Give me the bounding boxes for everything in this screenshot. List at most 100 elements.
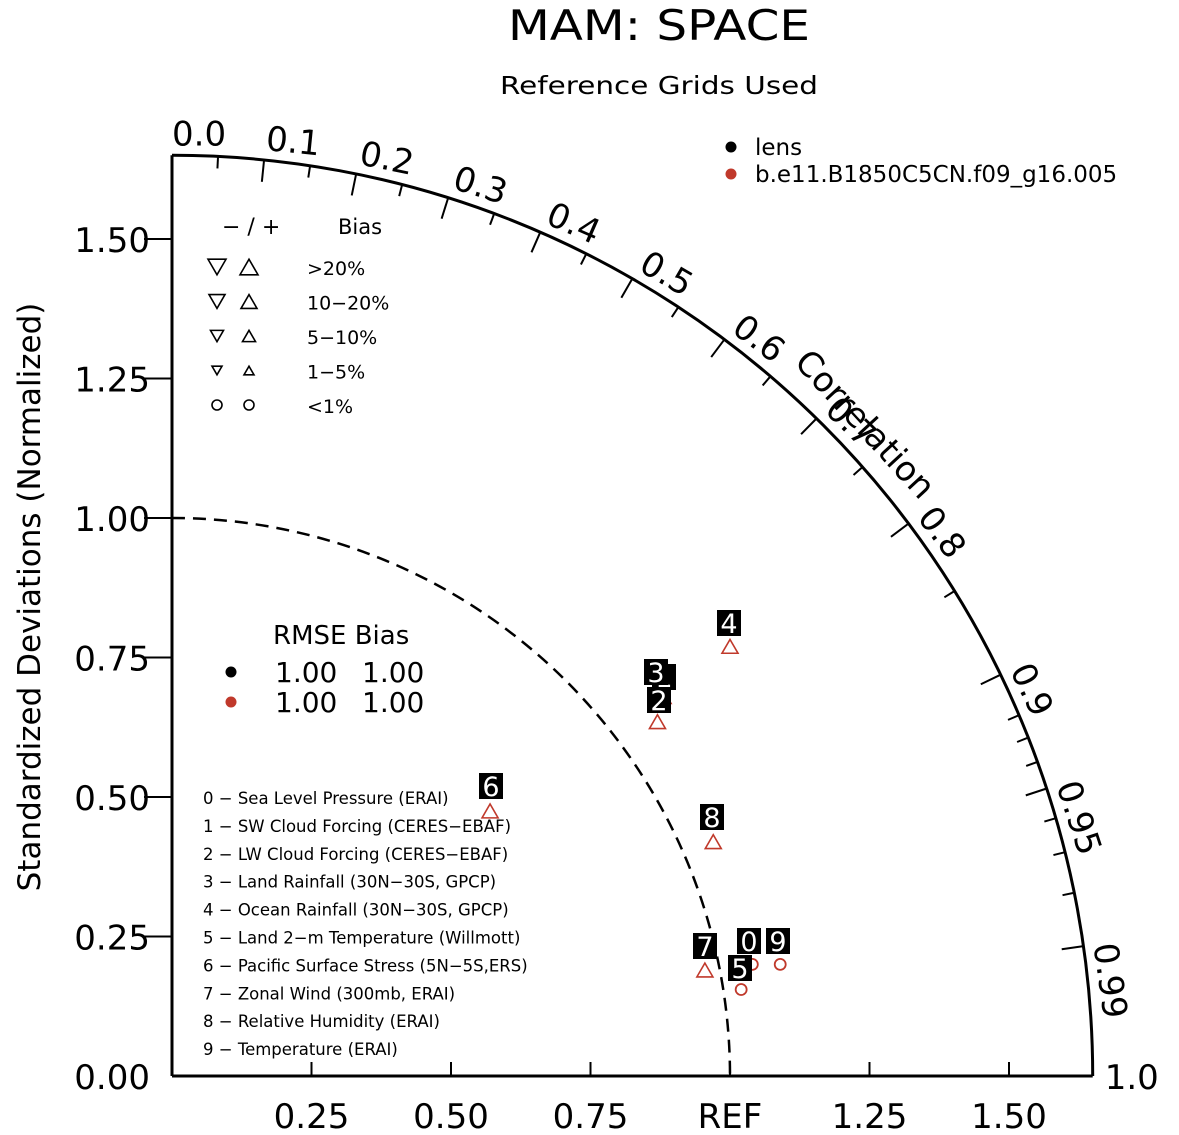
- data-point-label: 8: [703, 803, 720, 834]
- correlation-minor-tick: [1016, 736, 1029, 743]
- correlation-minor-tick: [1025, 760, 1038, 767]
- correlation-minor-tick: [1053, 851, 1066, 857]
- correlation-major-tick: [980, 673, 1002, 686]
- variable-legend-item: 2 − LW Cloud Forcing (CERES−EBAF): [203, 845, 508, 864]
- data-point-label: 4: [720, 609, 737, 640]
- correlation-tick-label: 0.6: [725, 307, 792, 371]
- data-point-label-box: [644, 659, 668, 685]
- variable-legend-item: 7 − Zonal Wind (300mb, ERAI): [203, 984, 455, 1003]
- data-point-label-box: [766, 928, 790, 954]
- data-point-marker: [734, 983, 748, 996]
- correlation-tick-label: 0.9: [1002, 657, 1062, 723]
- x-tick-label: 1.25: [832, 1097, 908, 1135]
- y-tick-label: 1.00: [74, 500, 150, 540]
- y-tick-label: 0.75: [74, 640, 150, 680]
- data-point-label-box: [647, 687, 671, 713]
- correlation-minor-tick: [580, 253, 588, 265]
- x-tick-label: 0.25: [274, 1097, 350, 1135]
- correlation-tick-label: 0.99: [1084, 940, 1134, 1021]
- data-point-label: 6: [482, 772, 499, 803]
- bias-legend-pos-marker: [243, 399, 255, 411]
- bias-legend-label: 1−5%: [307, 362, 365, 384]
- rmse-bias-marker: [225, 696, 237, 708]
- correlation-major-tick: [890, 522, 910, 538]
- data-point-label-box: [693, 933, 717, 959]
- chart-title: MAM: SPACE: [508, 1, 810, 50]
- rmse-bias-marker: [225, 666, 237, 678]
- bias-legend-header: Bias: [338, 215, 382, 239]
- bias-legend-label: <1%: [307, 396, 353, 418]
- bias-legend-label: 5−10%: [307, 327, 377, 349]
- case-legend-marker: [725, 141, 737, 153]
- bias-legend-neg-marker: [206, 258, 228, 277]
- y-tick-label: 0.50: [74, 779, 150, 819]
- plot-area: 0.000.250.500.751.001.251.500.25 0.50 0.75…: [74, 114, 1158, 1135]
- y-tick-label: 0.00: [74, 1058, 150, 1098]
- data-point-marker: [703, 833, 723, 850]
- correlation-minor-tick: [670, 306, 680, 318]
- x-tick-label: 1.50: [971, 1097, 1047, 1135]
- correlation-minor-tick: [398, 184, 404, 197]
- variable-legend-item: 4 − Ocean Rainfall (30N−30S, GPCP): [203, 901, 509, 920]
- correlation-minor-tick: [307, 165, 312, 178]
- bias-legend-pos-marker: [241, 328, 257, 343]
- correlation-major-tick: [1061, 945, 1084, 951]
- correlation-major-tick: [1025, 787, 1047, 797]
- data-point-marker: [720, 637, 740, 655]
- bias-legend-neg-marker: [211, 399, 223, 411]
- variable-legend-item: 8 − Relative Humidity (ERAI): [203, 1012, 440, 1031]
- variable-legend-item: 5 − Land 2−m Temperature (Willmott): [203, 929, 520, 948]
- variable-legend-item: 6 − Pacific Surface Stress (5N−5S,ERS): [203, 956, 528, 975]
- correlation-tick-label: 0.4: [541, 195, 607, 253]
- bias-legend-pos-marker: [239, 292, 259, 310]
- data-point-label: 9: [769, 927, 786, 958]
- data-point-marker: [648, 713, 667, 730]
- correlation-minor-tick: [1062, 891, 1075, 897]
- rmse-value: 1.00: [275, 686, 337, 719]
- correlation-tick-label: 0.0: [172, 114, 226, 154]
- data-point-label: 7: [696, 932, 713, 963]
- x-tick-label: 0.50: [413, 1097, 489, 1135]
- correlation-minor-tick: [1007, 714, 1020, 721]
- data-point-label-box: [700, 804, 724, 830]
- rmse-bias-header: RMSE Bias: [273, 621, 409, 651]
- correlation-major-tick: [530, 231, 542, 253]
- data-point-label-box: [728, 955, 752, 981]
- y-axis-label: Standardized Deviations (Normalized): [12, 303, 48, 892]
- correlation-major-tick: [440, 197, 450, 219]
- x-tick-label: 0.75: [553, 1097, 629, 1135]
- bias-legend-label: >20%: [307, 258, 365, 280]
- rmse-value: 1.00: [275, 656, 337, 689]
- data-point-label: 0: [740, 927, 757, 958]
- data-point-label-box: [737, 928, 761, 954]
- variable-legend-item: 9 − Temperature (ERAI): [203, 1040, 398, 1059]
- correlation-major-tick: [800, 417, 818, 435]
- case-legend-marker: [725, 168, 737, 180]
- variable-legend-item: 3 − Land Rainfall (30N−30S, GPCP): [203, 873, 496, 892]
- correlation-minor-tick: [489, 213, 496, 226]
- correlation-arc: [171, 153, 1095, 1077]
- data-point-label: 2: [650, 686, 667, 717]
- correlation-tick-label: 0.3: [449, 159, 513, 213]
- correlation-tick-label: 0.1: [264, 119, 322, 164]
- correlation-major-tick: [620, 278, 634, 299]
- data-point-label: 5: [731, 954, 748, 985]
- data-point-label: 3: [647, 658, 664, 689]
- bias-legend-neg-marker: [209, 329, 225, 344]
- bias-value: 1.00: [362, 656, 424, 689]
- data-point-label-box: [717, 610, 741, 636]
- case-legend-label: b.e11.B1850C5CN.f09_g16.005: [755, 162, 1117, 188]
- y-tick-label: 1.50: [74, 221, 150, 261]
- variable-legend-item: 1 − SW Cloud Forcing (CERES−EBAF): [203, 817, 511, 836]
- data-point-marker: [480, 802, 500, 819]
- bias-legend-label: 10−20%: [307, 293, 389, 315]
- chart-subtitle: Reference Grids Used: [500, 71, 818, 100]
- bias-legend-neg-marker: [210, 365, 224, 377]
- correlation-tick-label: 0.8: [909, 499, 973, 566]
- correlation-tick-label: 1.0: [1105, 1058, 1159, 1098]
- case-legend-label: lens: [755, 135, 802, 161]
- correlation-tick-label: 0.5: [633, 243, 700, 305]
- data-point-marker: [773, 958, 787, 971]
- data-point-marker: [695, 961, 715, 978]
